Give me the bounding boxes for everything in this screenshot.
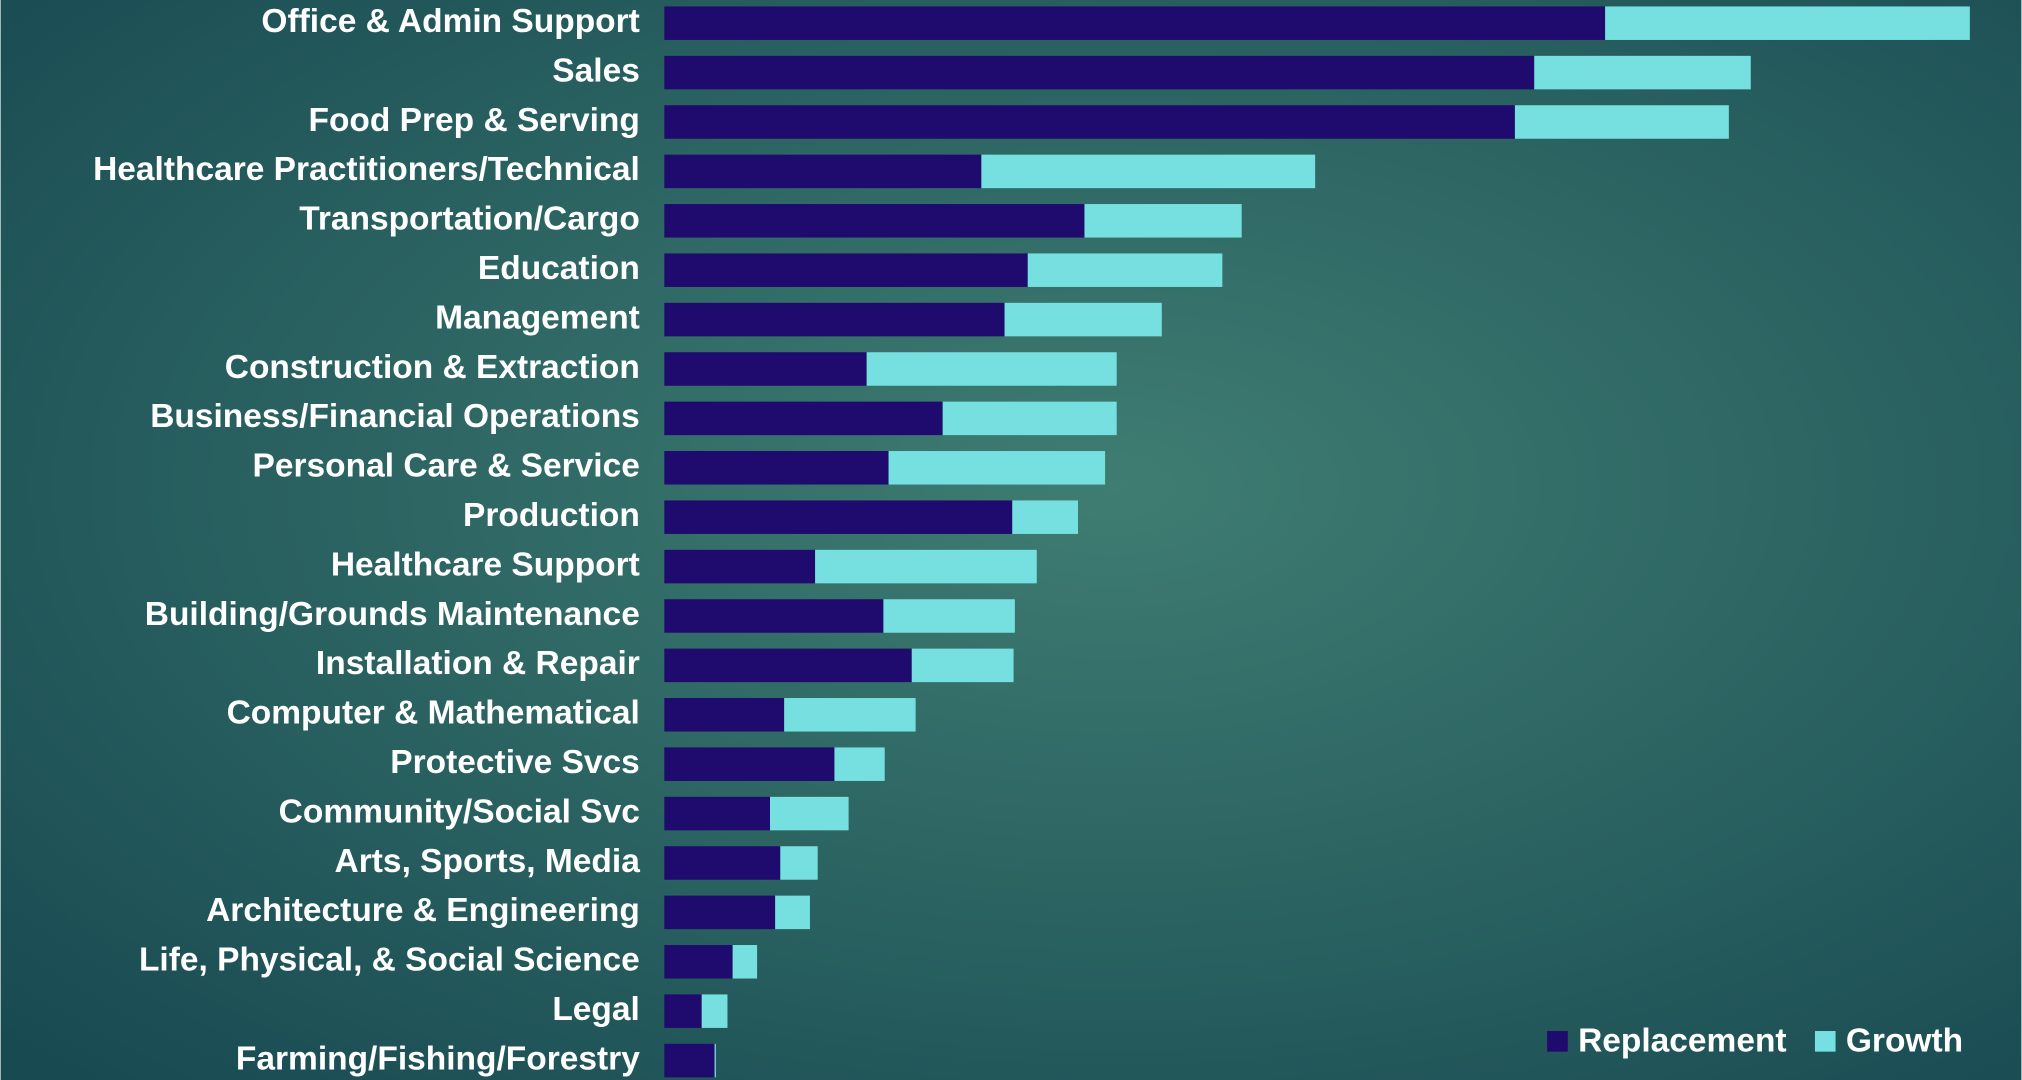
category-label: Production (463, 497, 640, 534)
category-label: Food Prep & Serving (309, 102, 640, 139)
legend-swatch (1814, 1031, 1836, 1052)
category-label: Building/Grounds Maintenance (145, 596, 640, 633)
bar-segment (664, 253, 1028, 287)
bar-segment (780, 846, 818, 880)
bar-segment (664, 994, 702, 1028)
bar-segment (664, 154, 982, 189)
bar-segment (1514, 105, 1729, 139)
bar-segment (664, 796, 770, 831)
bar-segment (664, 846, 781, 880)
bar-segment (784, 698, 916, 732)
bar-segment (911, 648, 1014, 683)
category-label: Personal Care & Service (253, 448, 640, 485)
bar-segment (664, 895, 776, 930)
category-label: Healthcare Practitioners/Technical (93, 151, 640, 188)
bar-segment (1027, 253, 1223, 287)
bar-segment (883, 599, 1015, 633)
category-label: Architecture & Engineering (206, 892, 640, 929)
bar-segment (1004, 302, 1162, 337)
category-label: Protective Svcs (390, 744, 640, 781)
bar-segment (714, 1043, 716, 1078)
category-label: Arts, Sports, Media (335, 843, 641, 880)
bar-segment (664, 105, 1515, 139)
bar-segment (664, 352, 867, 386)
bar-segment (664, 945, 733, 979)
legend-swatch (1547, 1031, 1568, 1052)
bar-segment (888, 451, 1106, 485)
bar-segment (664, 747, 835, 781)
bar-segment (981, 154, 1316, 189)
category-label: Legal (552, 991, 640, 1028)
bar-segment (664, 451, 889, 485)
category-label: Transportation/Cargo (299, 201, 640, 238)
bar-segment (732, 945, 758, 979)
category-label: Education (478, 250, 640, 287)
category-label: Installation & Repair (316, 645, 640, 682)
bar-segment (664, 401, 943, 436)
category-label: Construction & Extraction (225, 349, 640, 386)
bar-segment (866, 352, 1117, 386)
bar-segment (1084, 204, 1242, 238)
bar-segment (1012, 500, 1079, 534)
category-label: Business/Financial Operations (150, 398, 640, 435)
bar-segment (664, 1043, 715, 1078)
category-label: Management (435, 299, 640, 336)
category-label: Community/Social Svc (279, 793, 640, 830)
bar-segment (942, 401, 1117, 436)
category-label: Life, Physical, & Social Science (139, 942, 640, 979)
bar-segment (664, 204, 1085, 238)
bar-segment (775, 895, 810, 930)
category-label: Sales (552, 52, 640, 89)
bar-segment (664, 302, 1005, 337)
bar-segment (664, 500, 1013, 534)
bar-segment (664, 55, 1535, 90)
category-label: Healthcare Support (331, 546, 640, 583)
bar-segment (701, 994, 728, 1028)
bar-segment (834, 747, 885, 781)
category-label: Office & Admin Support (261, 3, 639, 40)
bar-segment (664, 599, 884, 633)
legend-label: Growth (1846, 1022, 1963, 1059)
legend-label: Replacement (1578, 1022, 1787, 1059)
category-label: Computer & Mathematical (227, 695, 640, 732)
bar-segment (1605, 6, 1970, 40)
bar-segment (664, 549, 816, 584)
bar-segment (815, 549, 1037, 584)
bar-segment (664, 6, 1606, 40)
bar-segment (769, 796, 849, 831)
category-label: Farming/Fishing/Forestry (236, 1040, 640, 1077)
bar-segment (1534, 55, 1751, 90)
bar-segment (664, 698, 785, 732)
bar-segment (664, 648, 912, 683)
